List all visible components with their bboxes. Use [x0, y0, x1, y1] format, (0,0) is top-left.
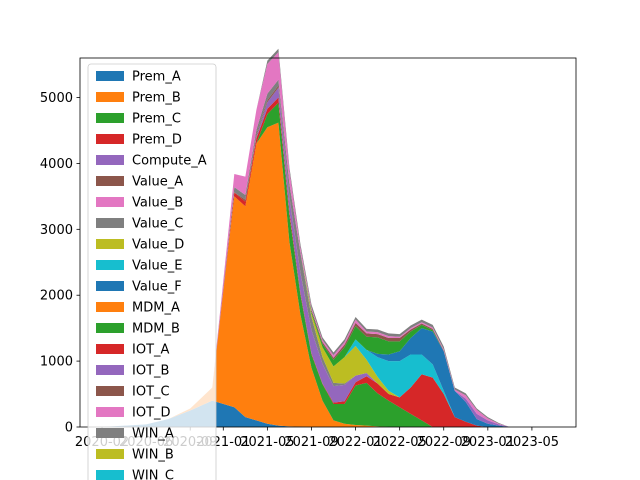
legend-swatch	[96, 386, 124, 396]
x-tick-label: 2022-09	[417, 435, 471, 450]
legend-swatch	[96, 92, 124, 102]
legend-label: WIN_B	[132, 448, 174, 463]
legend-label: Value_B	[132, 196, 183, 211]
legend-label: Prem_D	[132, 133, 182, 148]
legend-label: Value_F	[132, 280, 182, 295]
legend-swatch	[96, 197, 124, 207]
legend-label: IOT_B	[132, 364, 169, 379]
y-tick-label: 5000	[40, 91, 73, 106]
legend-label: WIN_A	[132, 427, 174, 442]
legend-swatch	[96, 323, 124, 333]
legend-swatch	[96, 71, 124, 81]
x-tick-label: 2022-01	[328, 435, 382, 450]
x-tick-label: 2023-05	[505, 435, 559, 450]
legend-label: Prem_C	[132, 112, 181, 127]
legend-swatch	[96, 428, 124, 438]
area-value-d	[102, 79, 554, 428]
legend-label: IOT_D	[132, 406, 171, 421]
y-tick-label: 4000	[40, 157, 73, 172]
y-tick-label: 1000	[40, 355, 73, 370]
legend-label: MDM_A	[132, 301, 180, 316]
legend-swatch	[96, 407, 124, 417]
x-tick-label: 2022-05	[372, 435, 426, 450]
legend-label: Value_C	[132, 217, 183, 232]
legend-label: Value_D	[132, 238, 184, 253]
y-tick-label: 2000	[40, 289, 73, 304]
y-tick-label: 0	[65, 421, 73, 436]
legend-swatch	[96, 449, 124, 459]
legend-label: Value_E	[132, 259, 182, 274]
legend-swatch	[96, 470, 124, 480]
legend-label: IOT_A	[132, 343, 170, 358]
plot-frame	[79, 57, 577, 428]
legend-swatch	[96, 176, 124, 186]
legend: Prem_A Prem_B Prem_C Prem_D Compute_A Value_A…	[87, 63, 217, 480]
legend-swatch	[96, 365, 124, 375]
legend-swatch	[96, 218, 124, 228]
legend-label: WIN_C	[132, 469, 174, 480]
x-tick-label: 2021-09	[284, 435, 338, 450]
legend-label: MDM_B	[132, 322, 180, 337]
legend-swatch	[96, 134, 124, 144]
legend-label: Value_A	[132, 175, 183, 190]
legend-label: Prem_A	[132, 70, 181, 85]
legend-swatch	[96, 155, 124, 165]
x-tick-label: 2021-05	[240, 435, 294, 450]
legend-label: Prem_B	[132, 91, 181, 106]
legend-swatch	[96, 239, 124, 249]
legend-label: Compute_A	[132, 154, 207, 169]
legend-swatch	[96, 302, 124, 312]
legend-box	[87, 63, 217, 480]
legend-label: IOT_C	[132, 385, 170, 400]
legend-swatch	[96, 113, 124, 123]
legend-swatch	[96, 260, 124, 270]
y-tick-label: 3000	[40, 223, 73, 238]
x-tick-label: 2023-01	[461, 435, 515, 450]
legend-swatch	[96, 344, 124, 354]
legend-swatch	[96, 281, 124, 291]
